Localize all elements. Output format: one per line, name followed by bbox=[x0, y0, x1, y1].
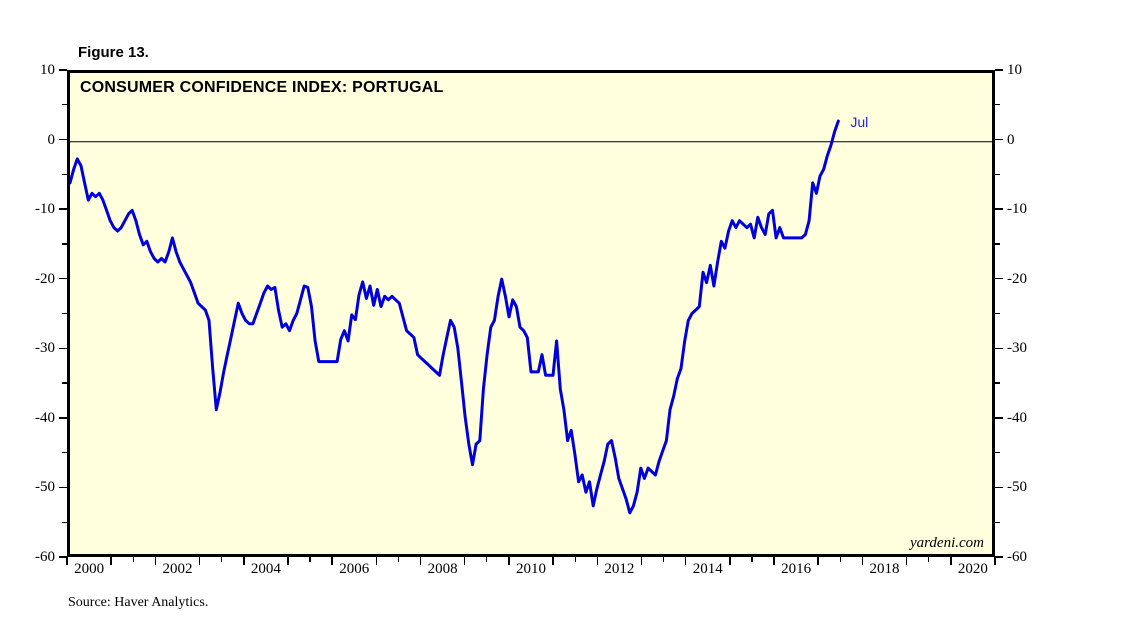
x-axis-label: 2004 bbox=[250, 561, 281, 577]
y-axis-major-tick-left bbox=[59, 69, 67, 71]
x-axis-minor-tick bbox=[132, 557, 134, 562]
x-axis-year-tick bbox=[994, 557, 996, 565]
x-axis-year-tick bbox=[773, 557, 775, 565]
x-axis-label: 2018 bbox=[869, 561, 900, 577]
x-axis-year-tick bbox=[110, 557, 112, 565]
y-axis-label-left: -40 bbox=[35, 409, 55, 426]
y-axis-label-right: -20 bbox=[1007, 270, 1027, 287]
x-axis-year-tick bbox=[243, 557, 245, 565]
last-point-annotation: Jul bbox=[850, 114, 869, 131]
y-axis-label-right: -30 bbox=[1007, 340, 1027, 357]
x-axis-year-tick bbox=[154, 557, 157, 565]
x-axis-label: 2006 bbox=[339, 561, 370, 577]
x-axis-year-tick bbox=[419, 557, 422, 565]
x-axis-label: 2014 bbox=[692, 561, 723, 577]
y-axis-minor-tick-left bbox=[62, 243, 67, 245]
y-axis-label-left: -60 bbox=[35, 549, 55, 565]
y-axis-major-tick-right bbox=[995, 347, 1003, 350]
y-axis-label-left: -10 bbox=[35, 201, 55, 218]
x-axis-label: 2020 bbox=[957, 561, 988, 577]
y-axis-minor-tick-right bbox=[995, 243, 1000, 245]
x-axis-label: 2000 bbox=[74, 561, 105, 577]
x-axis-year-tick bbox=[287, 557, 289, 565]
plot-area bbox=[70, 119, 992, 515]
y-axis-minor-tick-left bbox=[62, 382, 67, 384]
x-axis-year-tick bbox=[552, 557, 554, 565]
y-axis-minor-tick-left bbox=[62, 104, 67, 106]
y-axis-label-right: -60 bbox=[1007, 549, 1027, 565]
x-axis-minor-tick bbox=[221, 557, 223, 562]
data-line bbox=[70, 119, 840, 515]
y-axis-label-right: -10 bbox=[1007, 201, 1027, 218]
y-axis-label-right: -40 bbox=[1007, 409, 1027, 426]
y-axis-label-right: 0 bbox=[1007, 131, 1015, 148]
y-axis-major-tick-left bbox=[59, 486, 67, 489]
x-axis-label: 2012 bbox=[604, 561, 635, 577]
x-axis-year-tick bbox=[463, 557, 466, 565]
y-axis-minor-tick-left bbox=[62, 173, 67, 175]
y-axis-major-tick-left bbox=[59, 277, 67, 280]
y-axis-major-tick-right bbox=[995, 69, 1003, 71]
x-axis-minor-tick bbox=[397, 557, 400, 562]
figure-label: Figure 13. bbox=[78, 44, 149, 61]
x-axis-minor-tick bbox=[839, 557, 841, 562]
y-axis-major-tick-left bbox=[59, 347, 67, 350]
chart-frame: CONSUMER CONFIDENCE INDEX: PORTUGAL yard… bbox=[67, 70, 995, 557]
y-axis-label-right: -50 bbox=[1007, 479, 1027, 496]
y-axis-label-left: 10 bbox=[40, 62, 55, 78]
x-axis-minor-tick bbox=[662, 557, 665, 562]
x-axis-year-tick bbox=[66, 557, 68, 565]
y-axis-major-tick-left bbox=[59, 138, 67, 141]
y-axis-minor-tick-left bbox=[62, 452, 67, 454]
y-axis-minor-tick-right bbox=[995, 173, 1000, 175]
x-axis-label: 2016 bbox=[781, 561, 812, 577]
y-axis-minor-tick-left bbox=[62, 312, 67, 315]
y-axis-major-tick-right bbox=[995, 277, 1003, 280]
y-axis-major-tick-right bbox=[995, 486, 1003, 489]
x-axis-year-tick bbox=[684, 557, 687, 565]
x-axis-minor-tick bbox=[574, 557, 576, 562]
x-axis-year-tick bbox=[729, 557, 731, 565]
chart-title: CONSUMER CONFIDENCE INDEX: PORTUGAL bbox=[80, 79, 444, 96]
x-axis-year-tick bbox=[198, 557, 201, 565]
y-axis-label-left: -30 bbox=[35, 340, 55, 357]
y-axis-minor-tick-right bbox=[995, 452, 1000, 454]
y-axis-minor-tick-right bbox=[995, 521, 1000, 523]
y-axis-label-left: -50 bbox=[35, 479, 55, 496]
y-axis-major-tick-right bbox=[995, 208, 1003, 210]
x-axis-year-tick bbox=[331, 557, 333, 565]
x-axis-minor-tick bbox=[751, 557, 753, 562]
y-axis-minor-tick-right bbox=[995, 382, 1000, 384]
x-axis-label: 2002 bbox=[162, 561, 193, 577]
x-axis-year-tick bbox=[596, 557, 599, 565]
y-axis-major-tick-left bbox=[59, 556, 67, 558]
y-axis-minor-tick-right bbox=[995, 104, 1000, 106]
x-axis-year-tick bbox=[861, 557, 864, 565]
x-axis-minor-tick bbox=[309, 557, 311, 562]
x-axis-year-tick bbox=[950, 557, 952, 565]
x-axis-year-tick bbox=[640, 557, 643, 565]
x-axis-year-tick bbox=[508, 557, 510, 565]
watermark-yardeni: yardeni.com bbox=[909, 535, 984, 551]
source-note: Source: Haver Analytics. bbox=[68, 595, 209, 610]
x-axis-minor-tick bbox=[928, 557, 930, 562]
y-axis-label-right: 10 bbox=[1007, 62, 1022, 78]
y-axis-major-tick-right bbox=[995, 417, 1003, 419]
x-axis-year-tick bbox=[817, 557, 819, 565]
x-axis-minor-tick bbox=[486, 557, 488, 562]
y-axis-minor-tick-right bbox=[995, 312, 1000, 315]
y-axis-minor-tick-left bbox=[62, 521, 67, 523]
y-axis-major-tick-right bbox=[995, 138, 1003, 141]
x-axis-year-tick bbox=[905, 557, 908, 565]
x-axis-year-tick bbox=[375, 557, 378, 565]
x-axis-label: 2008 bbox=[427, 561, 458, 577]
y-axis-label-left: 0 bbox=[47, 131, 56, 148]
x-axis-label: 2010 bbox=[516, 561, 546, 577]
y-axis-major-tick-left bbox=[59, 208, 67, 210]
y-axis-major-tick-left bbox=[59, 417, 67, 419]
y-axis-label-left: -20 bbox=[35, 270, 55, 287]
y-axis-major-tick-right bbox=[995, 556, 1003, 558]
